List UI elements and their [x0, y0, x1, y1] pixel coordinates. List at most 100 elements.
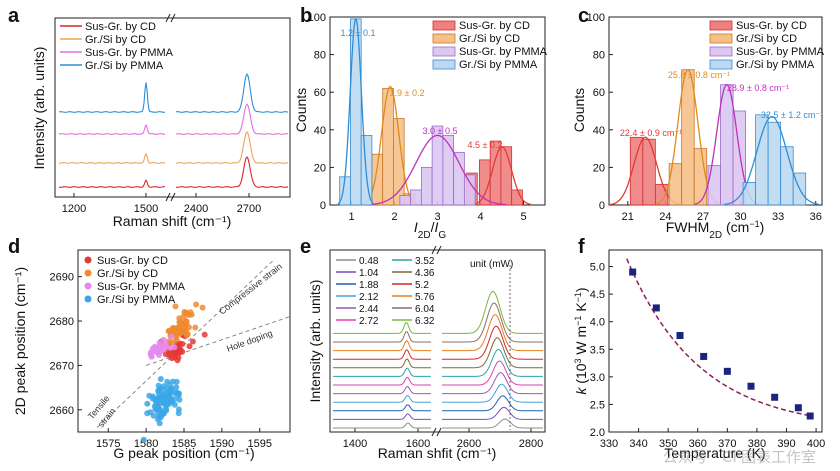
panel-c-tick-label: 40	[593, 125, 605, 137]
panel-b-tick-label: 1	[348, 211, 354, 223]
panel-e-tick-label: 1600	[406, 438, 430, 450]
histogram-bar	[393, 118, 405, 206]
panel-letter-f: f	[578, 236, 585, 258]
histogram-bar	[410, 189, 422, 206]
histogram-bar	[399, 195, 412, 206]
panel-c-tick-label: 36	[810, 211, 822, 223]
panel-f-tick-label: 3.0	[590, 372, 605, 384]
scatter-point	[168, 333, 175, 340]
scatter-point	[144, 400, 151, 407]
scatter-point	[140, 436, 147, 443]
legend-label: 2.72	[359, 316, 379, 327]
scatter-point	[155, 382, 162, 389]
panel-c-tick-label: 30	[734, 211, 746, 223]
panel-d-tick-label: 1595	[247, 438, 271, 450]
histogram-bar	[681, 69, 695, 206]
annotation-compressive: Compressive strain	[217, 261, 284, 316]
spectrum-line	[58, 103, 289, 135]
scatter-point	[155, 346, 162, 353]
panel-letter-e: e	[300, 236, 311, 258]
panel-a-tick-label: 1500	[134, 203, 158, 215]
scatter-point	[165, 328, 172, 335]
mean-label: 25.8 ± 0.8 cm⁻¹	[668, 70, 730, 80]
scatter-point	[181, 309, 188, 315]
panel-c-xlabel-part: −1	[749, 219, 759, 229]
legend-marker	[84, 256, 92, 264]
panel-c-tick-label: 60	[593, 87, 605, 99]
legend-label: Gr./Si by CD	[85, 34, 146, 46]
data-point	[806, 412, 814, 420]
panel-b-tick-label: 80	[314, 50, 326, 62]
legend-label: Gr./Si by PMMA	[736, 59, 815, 71]
panel-a-xlabel: Raman shift (cm⁻¹)	[113, 213, 232, 229]
scatter-point	[163, 407, 170, 414]
panel-f-tick-label: 350	[659, 438, 677, 450]
scatter-point	[175, 406, 182, 413]
histogram-bar	[420, 166, 433, 206]
scatter-point	[144, 410, 151, 417]
panel-c-tick-label: 33	[772, 211, 784, 223]
scatter-point	[173, 378, 180, 385]
data-point	[794, 404, 802, 412]
mean-label: 4.5 ± 0.2	[468, 140, 503, 150]
spectrum-line	[333, 325, 543, 360]
panel-b-tick-label: 5	[520, 211, 526, 223]
legend-label: 4.36	[415, 268, 435, 279]
data-point	[747, 382, 755, 390]
panel-f-ylabel-part: W m	[573, 326, 589, 359]
panel-f-tick-label: 370	[718, 438, 736, 450]
legend-label: Gr./Si by PMMA	[459, 59, 538, 71]
panel-f-tick-label: 4.0	[590, 317, 605, 329]
panel-letter-a: a	[8, 5, 20, 27]
data-point	[676, 331, 684, 339]
scatter-point	[193, 301, 200, 308]
legend-label: 6.32	[415, 316, 435, 327]
panel-e-tick-label: 2600	[457, 438, 481, 450]
legend-label: 2.44	[359, 304, 379, 315]
spectrum-line	[333, 314, 543, 352]
panel-c-ylabel: Counts	[571, 88, 587, 132]
spectrum-line	[58, 156, 289, 188]
legend-label: Sus-Gr. by PMMA	[736, 46, 825, 58]
panel-f-ylabel-part: K	[573, 302, 589, 316]
panel-d-tick-label: 1585	[172, 438, 196, 450]
legend-label: Sus-Gr. by PMMA	[459, 46, 548, 58]
legend-marker	[84, 295, 92, 303]
panel-c-xlabel-part: FWHM	[666, 219, 710, 235]
panel-b-tick-label: 40	[314, 125, 326, 137]
data-point	[652, 304, 660, 312]
spectrum-line	[333, 302, 543, 343]
panel-b-xlabel-part: G	[438, 230, 446, 241]
histogram-bar	[767, 121, 782, 206]
spectrum-line	[333, 383, 543, 403]
legend-swatch	[709, 59, 733, 70]
legend-swatch	[709, 33, 733, 44]
legend-label: 6.04	[415, 304, 435, 315]
legend-label: 3.52	[415, 256, 435, 267]
scatter-point	[172, 326, 179, 333]
legend-swatch	[432, 33, 456, 44]
axis-break	[165, 13, 171, 23]
annotation-hole-doping: Hole doping	[225, 328, 274, 354]
panel-b-tick-label: 3	[434, 211, 440, 223]
spectrum-line	[333, 290, 543, 334]
panel-e-xlabel: Raman shfit (cm⁻¹)	[378, 445, 497, 461]
legend-label: 1.04	[359, 268, 379, 279]
panel-f-tick-label: 360	[689, 438, 707, 450]
panel-c-tick-label: 24	[659, 211, 671, 223]
histogram-bar	[500, 146, 513, 206]
panel-b-xlabel-part: I	[414, 219, 418, 235]
scatter-point	[163, 402, 170, 409]
scatter-point	[160, 392, 167, 399]
panel-a-tick-label: 2400	[184, 203, 208, 215]
panel-b-tick-label: 60	[314, 87, 326, 99]
gaussian-fit	[471, 146, 532, 206]
mean-label: 1.2 ± 0.1	[341, 28, 376, 38]
spectrum-line	[333, 372, 543, 395]
legend-label: Gr./Si by CD	[97, 268, 158, 280]
spectrum-line	[333, 395, 543, 412]
panel-f-tick-label: 4.5	[590, 289, 605, 301]
legend-label: 5.2	[415, 280, 429, 291]
panel-d-tick-label: 1580	[134, 438, 158, 450]
